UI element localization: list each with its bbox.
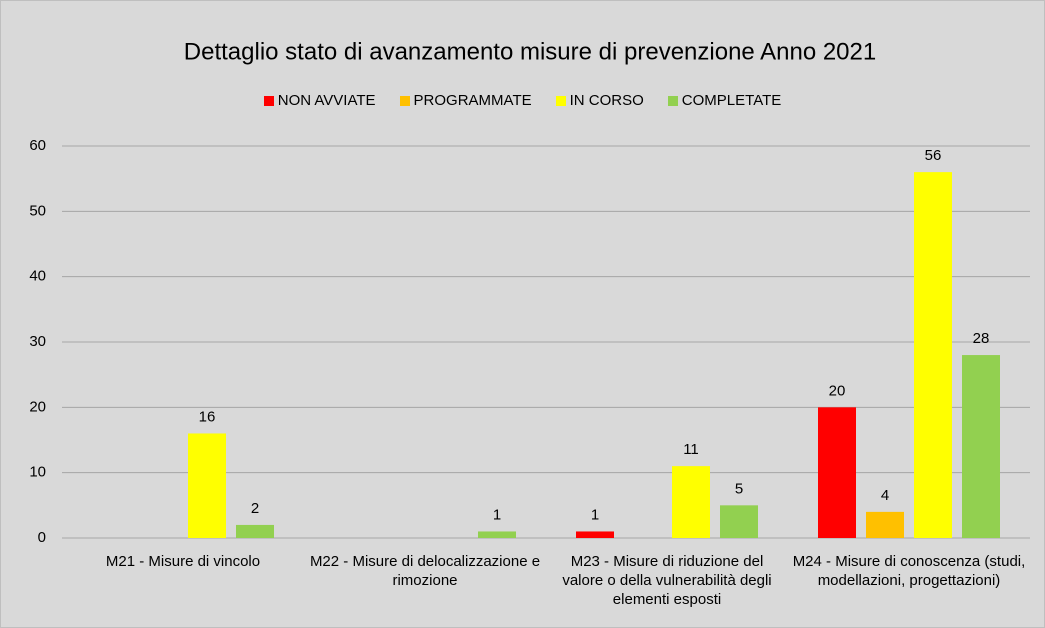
y-tick-label: 10 xyxy=(29,464,46,481)
value-label: 1 xyxy=(591,506,599,523)
x-tick-label: M24 - Misure di conoscenza (studi, model… xyxy=(792,553,1026,589)
y-tick-label: 50 xyxy=(29,202,46,219)
value-label: 16 xyxy=(199,408,216,425)
x-tick-label: M22 - Misure di delocalizzazione e rimoz… xyxy=(309,553,541,589)
legend-item: COMPLETATE xyxy=(667,92,782,109)
value-label: 5 xyxy=(735,480,743,497)
legend-swatch xyxy=(399,95,410,106)
bar xyxy=(672,466,710,538)
y-tick-label: 60 xyxy=(29,137,46,154)
legend: NON AVVIATE PROGRAMMATE IN CORSO COMPLETATE xyxy=(0,92,1045,109)
legend-item: PROGRAMMATE xyxy=(399,92,532,109)
legend-label: IN CORSO xyxy=(569,92,644,109)
chart-title: Dettaglio stato di avanzamento misure di… xyxy=(184,38,876,65)
value-label: 1 xyxy=(493,506,501,523)
bar xyxy=(962,355,1000,538)
legend-label: NON AVVIATE xyxy=(277,92,376,109)
legend-swatch xyxy=(667,95,678,106)
bar xyxy=(914,172,952,538)
bar xyxy=(576,531,614,538)
legend-label: PROGRAMMATE xyxy=(413,92,532,109)
legend-item: NON AVVIATE xyxy=(263,92,376,109)
value-label: 4 xyxy=(881,487,889,504)
bar xyxy=(188,433,226,538)
x-tick-label: M21 - Misure di vincolo xyxy=(105,553,261,570)
value-label: 28 xyxy=(973,330,990,347)
y-tick-label: 20 xyxy=(29,398,46,415)
legend-swatch xyxy=(263,95,274,106)
legend-item: IN CORSO xyxy=(555,92,644,109)
value-label: 56 xyxy=(925,147,942,164)
bar xyxy=(236,524,274,538)
legend-swatch xyxy=(555,95,566,106)
y-tick-label: 40 xyxy=(29,268,46,285)
bar xyxy=(478,531,516,538)
x-tick-label: M23 - Misure di riduzione del valore o d… xyxy=(562,553,772,608)
bar xyxy=(818,407,856,538)
bar xyxy=(720,505,758,538)
bar xyxy=(866,511,904,538)
value-label: 11 xyxy=(683,441,699,458)
y-tick-label: 30 xyxy=(29,333,46,350)
legend-label: COMPLETATE xyxy=(681,92,782,109)
y-tick-label: 0 xyxy=(38,529,46,546)
value-label: 20 xyxy=(829,382,846,399)
value-label: 2 xyxy=(251,500,259,517)
